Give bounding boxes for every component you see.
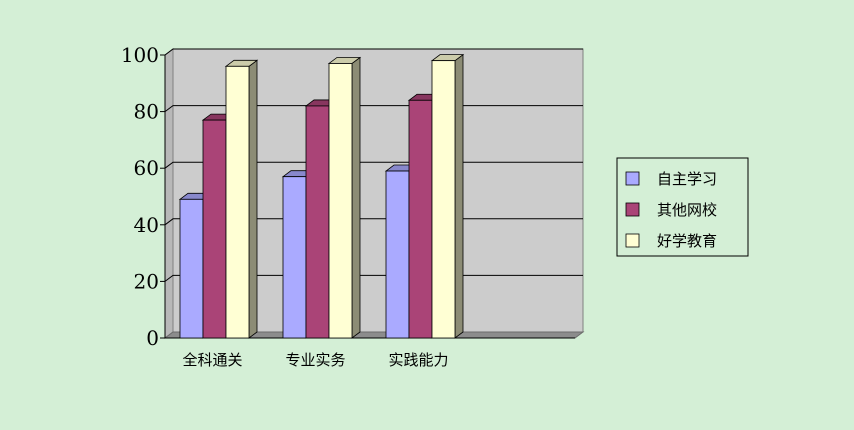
bar [327,56,362,339]
legend-swatch [625,202,640,217]
y-tick-label: 40 [134,213,159,237]
bar-front [431,60,456,339]
bar-side [248,59,258,339]
bar-front [328,63,353,339]
plot-side-wall [164,48,174,339]
legend-swatch [625,233,640,248]
y-tick-label: 100 [121,43,159,67]
bar-front [305,105,330,339]
bar-front [408,99,433,339]
x-tick-label: 全科通关 [182,351,242,369]
legend-label: 自主学习 [657,170,717,188]
y-tick-label: 60 [134,156,159,180]
bar [224,59,259,339]
bar-side [454,53,464,339]
bar-front [225,65,250,339]
gridline [164,48,583,56]
x-tick-label: 实践能力 [388,351,448,369]
y-tick-label: 0 [146,326,159,350]
bar-front [202,119,227,339]
bar-front [282,176,307,339]
bar-side [351,56,361,339]
legend-label: 好学教育 [657,232,717,250]
bar [430,53,465,339]
bar-front [179,198,204,339]
x-tick-label: 专业实务 [285,351,345,369]
legend-swatch [625,171,640,186]
y-tick-label: 80 [134,100,159,124]
bar-front [385,170,410,339]
legend-label: 其他网校 [657,201,717,219]
y-tick-label: 20 [134,269,159,293]
